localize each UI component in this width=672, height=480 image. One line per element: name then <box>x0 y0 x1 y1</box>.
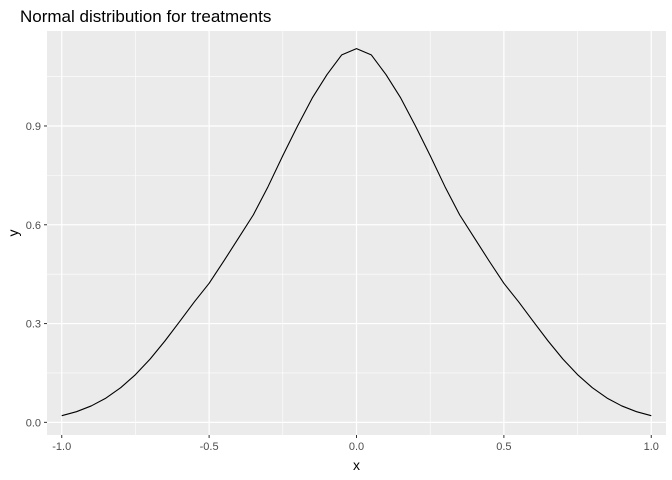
x-tick-label: -1.0 <box>52 441 71 453</box>
x-axis-title: x <box>353 457 360 473</box>
x-tick-label: -0.5 <box>200 441 219 453</box>
x-tick-label: 0.0 <box>349 441 364 453</box>
y-axis-title: y <box>5 230 21 237</box>
y-axis: 0.0 0.3 0.6 0.9 <box>26 121 47 429</box>
x-tick-label: 0.5 <box>496 441 511 453</box>
y-tick-label: 0.6 <box>26 220 41 232</box>
series-line <box>61 48 652 417</box>
x-axis: -1.0 -0.5 0.0 0.5 1.0 <box>52 435 659 453</box>
x-tick-label: 1.0 <box>644 441 659 453</box>
chart-title: Normal distribution for treatments <box>20 7 271 26</box>
major-gridlines <box>47 31 666 435</box>
y-tick-label: 0.0 <box>26 417 41 429</box>
y-tick-label: 0.3 <box>26 319 41 331</box>
y-tick-label: 0.9 <box>26 121 41 133</box>
series-layer <box>61 48 652 417</box>
